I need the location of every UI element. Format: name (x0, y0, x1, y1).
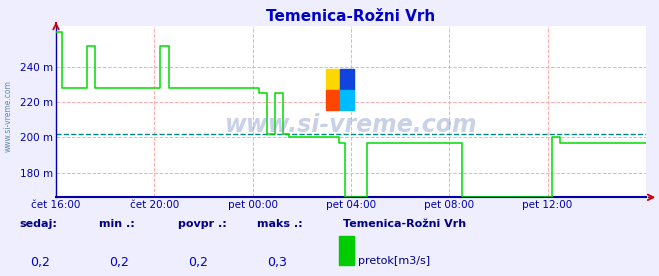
Text: pretok[m3/s]: pretok[m3/s] (358, 256, 430, 266)
Text: povpr .:: povpr .: (178, 219, 227, 229)
Text: min .:: min .: (99, 219, 134, 229)
Text: 0,2: 0,2 (188, 256, 208, 269)
Text: maks .:: maks .: (257, 219, 302, 229)
Text: sedaj:: sedaj: (20, 219, 57, 229)
Text: 0,2: 0,2 (109, 256, 129, 269)
Text: 0,3: 0,3 (267, 256, 287, 269)
Text: Temenica-Rožni Vrh: Temenica-Rožni Vrh (343, 219, 466, 229)
Title: Temenica-Rožni Vrh: Temenica-Rožni Vrh (266, 9, 436, 24)
Text: 0,2: 0,2 (30, 256, 49, 269)
Text: www.si-vreme.com: www.si-vreme.com (3, 80, 13, 152)
Text: www.si-vreme.com: www.si-vreme.com (225, 113, 477, 137)
Bar (339, 236, 354, 265)
